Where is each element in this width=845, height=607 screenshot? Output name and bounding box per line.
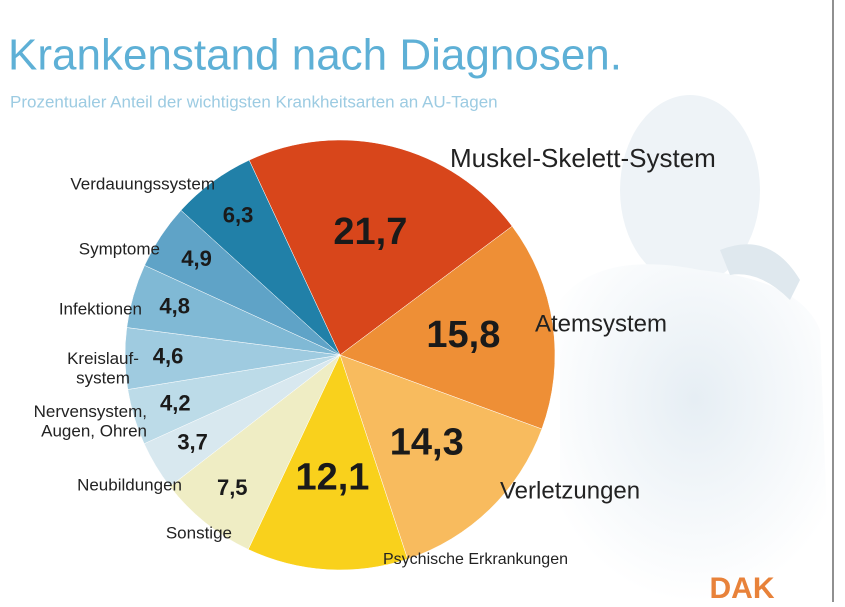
value-label: 15,8 [426, 314, 500, 356]
value-label: 14,3 [390, 422, 464, 464]
value-label: 4,6 [153, 344, 184, 369]
value-label: 4,9 [181, 246, 212, 271]
category-label: Symptome [79, 239, 160, 258]
category-label: Muskel-Skelett-System [450, 143, 716, 173]
category-label: Nervensystem,Augen, Ohren [34, 402, 147, 441]
category-label: Atemsystem [535, 310, 667, 337]
category-label: Sonstige [166, 523, 232, 542]
category-label: Neubildungen [77, 475, 182, 494]
value-label: 7,5 [217, 475, 248, 500]
chart: Krankenstand nach Diagnosen. Prozentuale… [0, 0, 845, 602]
category-label: Verdauungssystem [70, 174, 215, 193]
chart-subtitle: Prozentualer Anteil der wichtigsten Kran… [10, 92, 498, 111]
chart-title: Krankenstand nach Diagnosen. [8, 31, 622, 80]
value-label: 21,7 [333, 211, 407, 253]
category-label: Kreislauf-system [67, 349, 139, 388]
category-label: Infektionen [59, 299, 142, 318]
logo: DAK [710, 572, 775, 602]
value-label: 12,1 [295, 457, 369, 499]
category-label: Psychische Erkrankungen [383, 551, 568, 568]
value-label: 6,3 [223, 202, 254, 227]
value-label: 4,2 [160, 391, 191, 416]
value-label: 3,7 [177, 429, 208, 454]
value-label: 4,8 [159, 293, 190, 318]
category-label: Verletzungen [500, 477, 640, 504]
